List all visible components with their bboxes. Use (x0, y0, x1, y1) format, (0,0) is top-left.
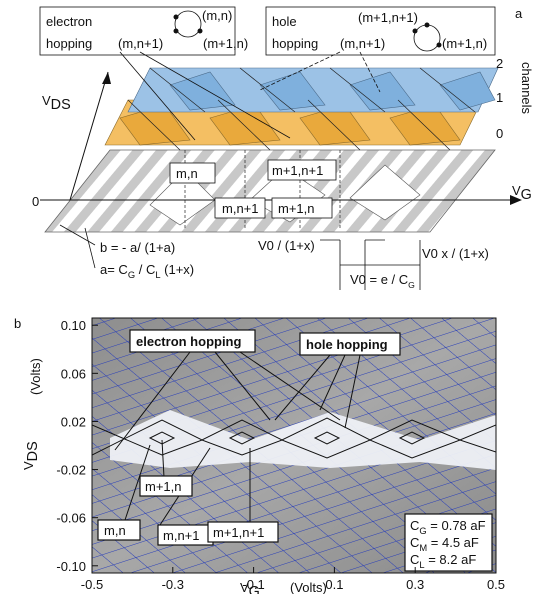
panel-label: b (14, 316, 21, 331)
text-part: = 8.2 aF (425, 552, 477, 567)
text-part: G (408, 280, 415, 290)
axis-label: VDS (42, 93, 71, 113)
text-part: = 0.78 aF (427, 518, 486, 533)
formula: a= CG / CL (1+x) (100, 262, 194, 280)
y-tick-label: -0.10 (56, 559, 86, 574)
text-part: G (521, 187, 532, 203)
text-part: a= C (100, 262, 128, 277)
region-label: m+1,n+1 (272, 163, 323, 178)
x-tick-label: 0.1 (325, 577, 343, 592)
text-part: / C (135, 262, 155, 277)
x-tick-label: 0.3 (406, 577, 424, 592)
formula: V0 / (1+x) (258, 238, 315, 253)
origin-label: 0 (32, 194, 39, 209)
y-axis-unit: (Volts) (28, 358, 43, 395)
formula: V0 = e / CG (350, 272, 415, 290)
annotation: m+1,n+1 (213, 525, 264, 540)
text-part: G (419, 526, 426, 536)
text-part: C (410, 552, 419, 567)
y-axis-label: VDS (21, 441, 41, 470)
box-text: hopping (272, 36, 318, 51)
text-part: DS (25, 441, 41, 461)
site-label: (m,n+1) (118, 36, 163, 51)
y-tick-label: 0.06 (61, 366, 86, 381)
text-part: DS (51, 97, 71, 113)
site-label: (m,n) (202, 8, 232, 23)
channel-level: 0 (496, 126, 503, 141)
text-part: C (410, 518, 419, 533)
annotation: m+1,n (145, 479, 182, 494)
text-part: = 4.5 aF (427, 535, 479, 550)
y-tick-label: -0.02 (56, 463, 86, 478)
text-part: V (42, 93, 51, 108)
text-part: C (410, 535, 419, 550)
panel-label: a (515, 6, 523, 21)
text-part: V0 x / (1+x) (422, 246, 489, 261)
site-label: (m,n+1) (340, 36, 385, 51)
x-tick-label: -0.3 (162, 577, 184, 592)
text-part: V (240, 580, 249, 594)
formula: b = - a/ (1+a) (100, 240, 175, 255)
y-tick-label: -0.06 (56, 511, 86, 526)
text-part: V (512, 183, 521, 198)
box-text: electron (46, 14, 92, 29)
text-part: G (128, 270, 135, 280)
channel-level: 2 (496, 56, 503, 71)
y-tick-label: 0.10 (61, 318, 86, 333)
figure: a electron hopping (m,n) (m,n+1) (m+1,n) hole h… (0, 0, 538, 594)
box-text: hole (272, 14, 297, 29)
channels-label: channels (519, 62, 534, 115)
y-tick-label: 0.02 (61, 414, 86, 429)
text-part: b = - a/ (1+a) (100, 240, 175, 255)
text-part: V (21, 461, 36, 470)
site-label: (m+1,n+1) (358, 10, 418, 25)
annotation: m,n (104, 523, 126, 538)
x-tick-label: 0.5 (487, 577, 505, 592)
channel-level: 1 (496, 90, 503, 105)
site-label: (m+1,n) (203, 36, 248, 51)
annotation: m,n+1 (163, 528, 200, 543)
annotation: electron hopping (136, 334, 242, 349)
text-part: (1+x) (161, 262, 195, 277)
box-text: hopping (46, 36, 92, 51)
region-label: m,n (176, 166, 198, 181)
x-axis-unit: (Volts) (290, 580, 327, 594)
formula: V0 x / (1+x) (422, 246, 489, 261)
annotation: hole hopping (306, 337, 388, 352)
text-part: G (249, 584, 260, 594)
x-tick-label: -0.5 (81, 577, 103, 592)
site-label: (m+1,n) (442, 36, 487, 51)
region-label: m,n+1 (222, 201, 259, 216)
text-part: V0 = e / C (350, 272, 408, 287)
text-part: V0 / (1+x) (258, 238, 315, 253)
region-label: m+1,n (278, 201, 315, 216)
